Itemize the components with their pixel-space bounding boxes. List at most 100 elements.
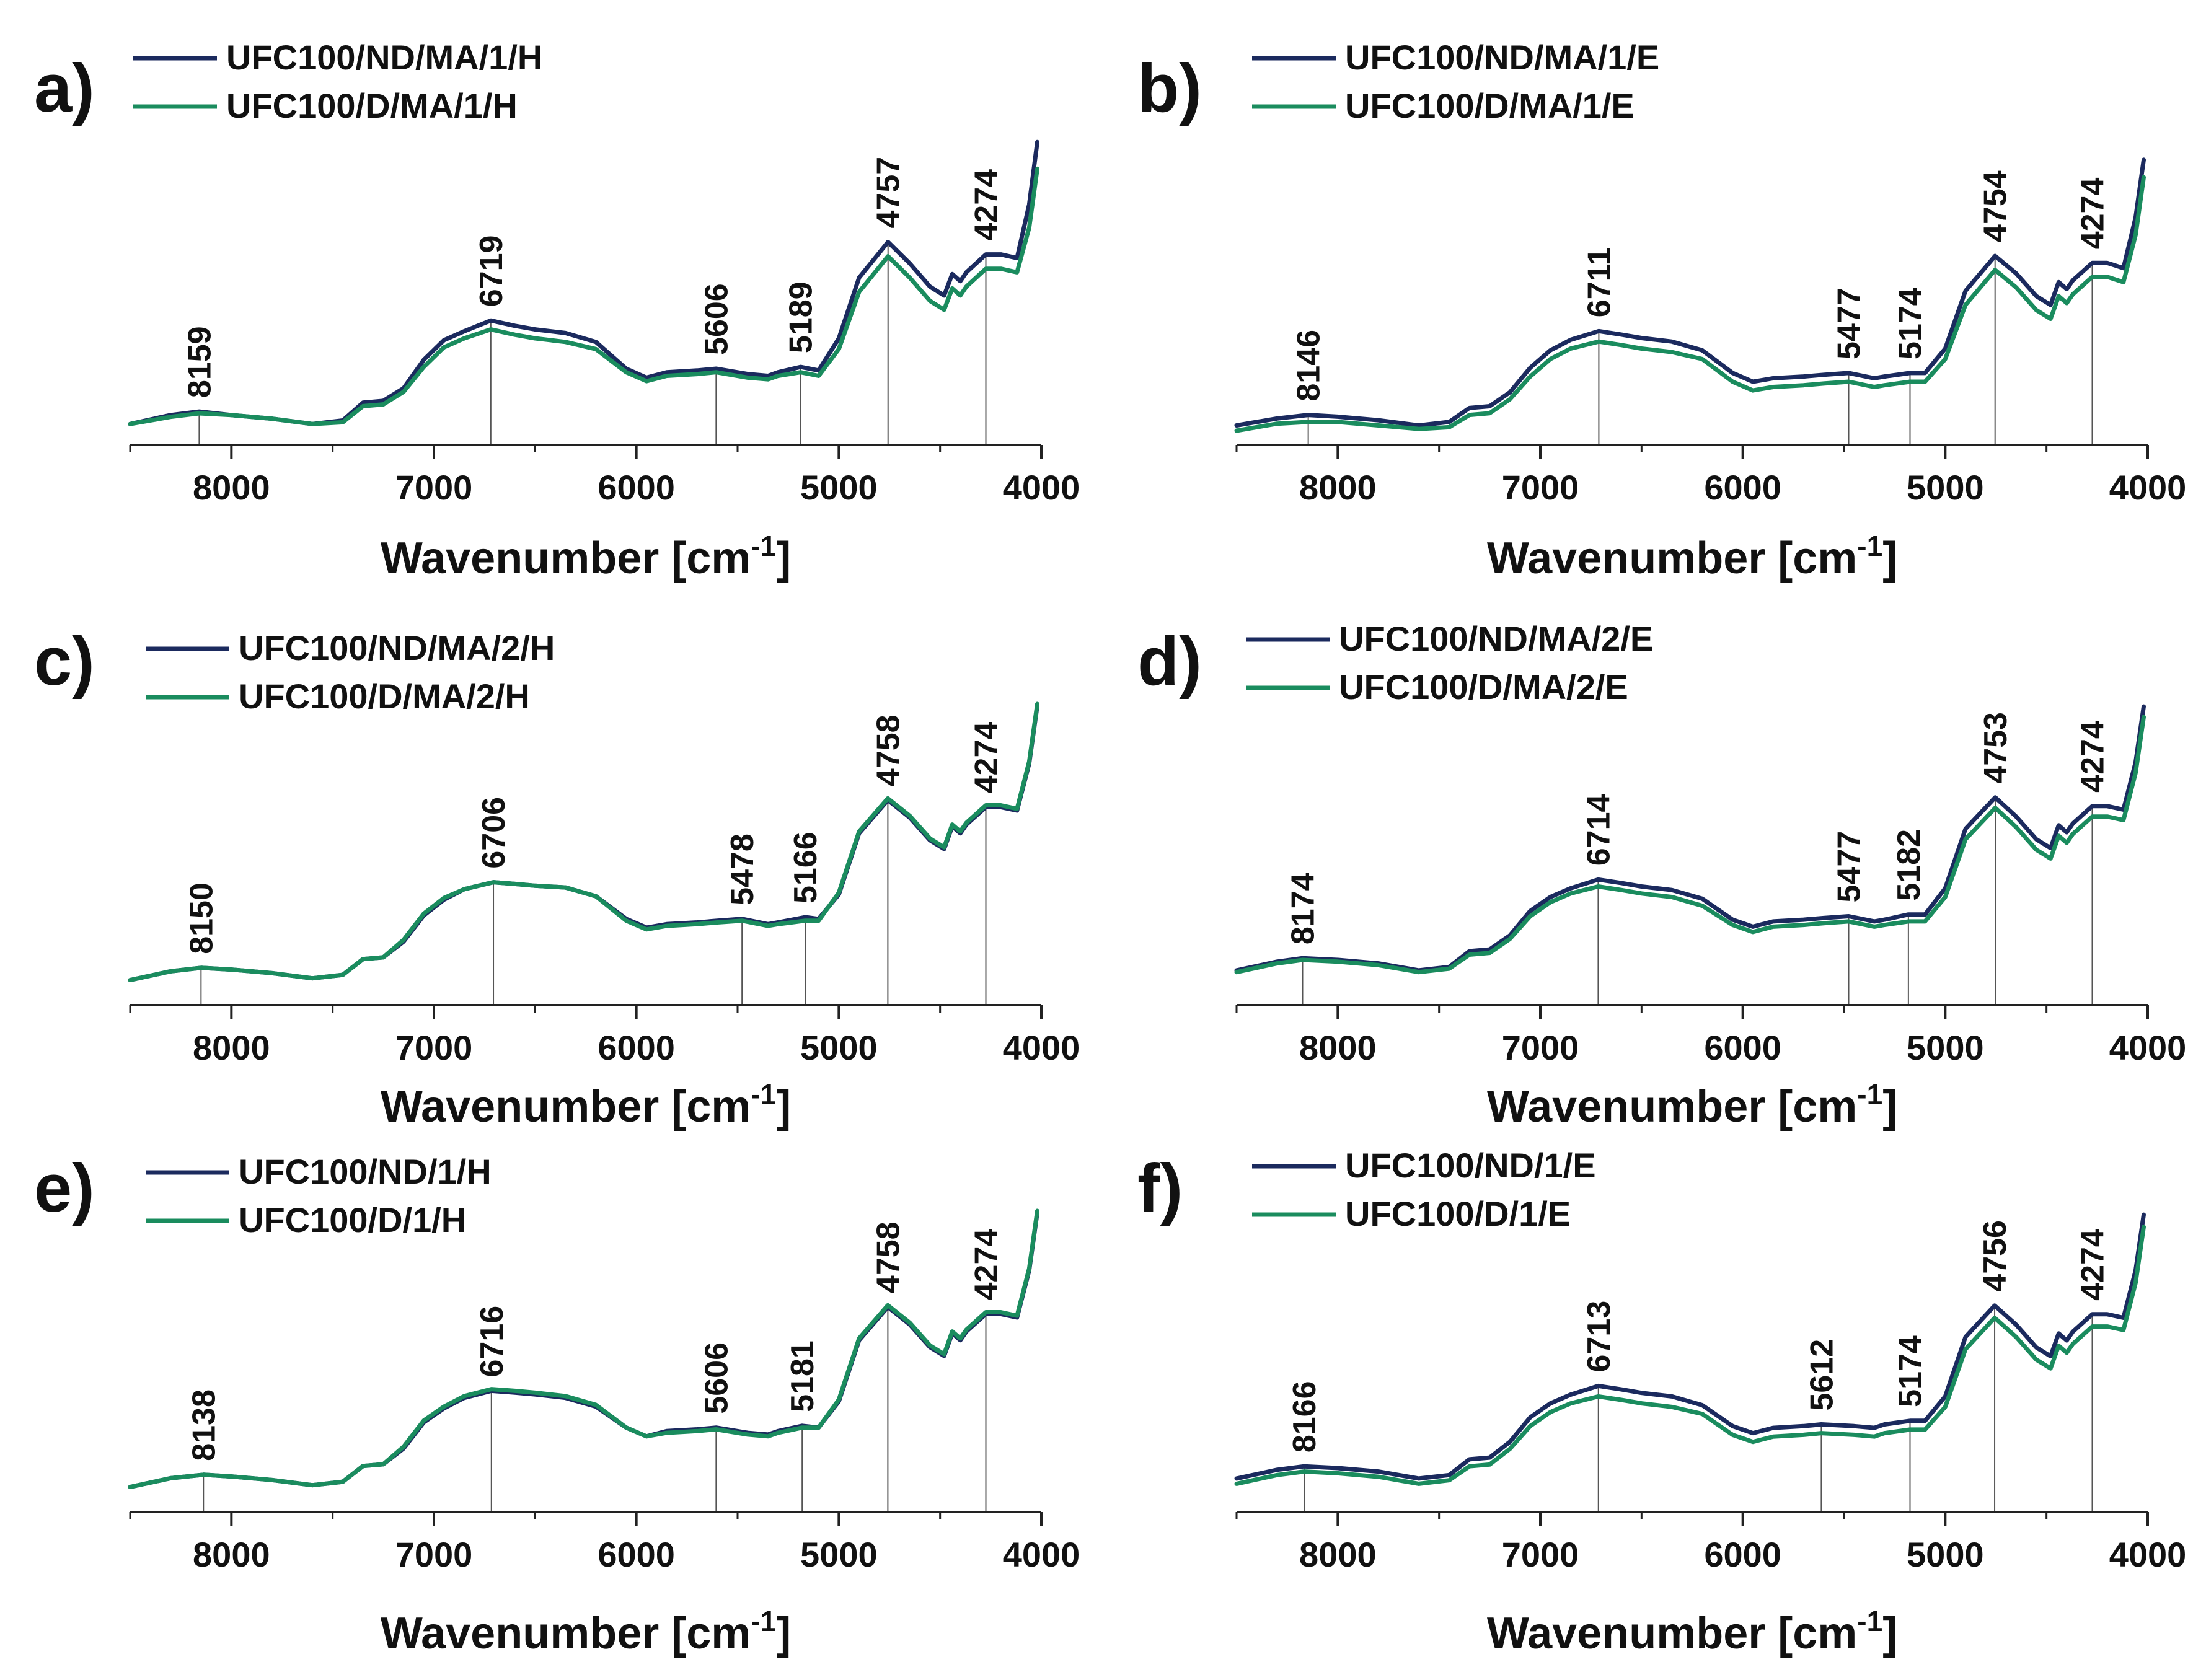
x-axis-title: Wavenumber [cm-1]: [1487, 1605, 1897, 1658]
x-tick-label: 5000: [800, 468, 878, 507]
legend-label: UFC100/D/MA/1/E: [1345, 86, 1635, 125]
peak-label: 5174: [1892, 1335, 1928, 1407]
legend-label: UFC100/ND/MA/2/H: [239, 628, 555, 667]
series-line: [1234, 715, 2146, 975]
panel-letter: d): [1137, 623, 1202, 700]
x-tick-label: 6000: [1704, 1535, 1781, 1574]
x-tick-label: 5000: [1907, 1028, 1984, 1067]
legend-label: UFC100/ND/MA/2/E: [1339, 619, 1653, 658]
x-axis-title: Wavenumber [cm-1]: [1487, 1078, 1897, 1132]
legend-label: UFC100/ND/MA/1/E: [1345, 38, 1659, 77]
x-tick-label: 8000: [193, 1028, 270, 1067]
peak-label: 5612: [1804, 1339, 1840, 1411]
peak-label: 4274: [2075, 1229, 2111, 1301]
x-tick-label: 8000: [193, 468, 270, 507]
x-tick-label: 7000: [395, 1028, 473, 1067]
peak-label: 4274: [968, 169, 1004, 241]
series-line: [128, 701, 1039, 982]
x-tick-label: 4000: [2109, 1535, 2187, 1574]
series-line: [1234, 704, 2146, 973]
x-tick-label: 7000: [395, 1535, 473, 1574]
legend-label: UFC100/ND/1/H: [239, 1152, 492, 1191]
peak-label: 6716: [474, 1306, 510, 1378]
peak-label: 6711: [1581, 247, 1617, 317]
peak-label: 4756: [1977, 1220, 2013, 1292]
peak-label: 8150: [183, 882, 219, 954]
peak-label: 5182: [1891, 829, 1927, 901]
x-tick-label: 6000: [598, 1535, 675, 1574]
chart-panel-c: c) UFC100/ND/MA/2/H UFC100/D/MA/2/H 8150 670…: [34, 623, 1080, 1132]
x-tick-label: 7000: [1502, 1535, 1579, 1574]
x-tick-label: 4000: [1003, 468, 1080, 507]
chart-panel-a: a) UFC100/ND/MA/1/H UFC100/D/MA/1/H 8159 671…: [34, 38, 1080, 583]
series-line: [1234, 1225, 2146, 1486]
peak-label: 6719: [474, 235, 510, 307]
chart-panel-b: b) UFC100/ND/MA/1/E UFC100/D/MA/1/E 8146 671…: [1137, 38, 2186, 583]
series-line: [1234, 157, 2146, 428]
x-tick-label: 8000: [193, 1535, 270, 1574]
series-line: [1234, 1212, 2146, 1481]
x-tick-label: 8000: [1299, 1535, 1377, 1574]
peak-label: 4758: [870, 715, 906, 786]
chart-panel-e: e) UFC100/ND/1/H UFC100/D/1/H 8138 6716 5606 5…: [34, 1150, 1080, 1658]
x-axis-title: Wavenumber [cm-1]: [381, 1605, 791, 1658]
peak-label: 5477: [1832, 831, 1868, 903]
series-line: [128, 1208, 1039, 1489]
legend-label: UFC100/D/1/H: [239, 1200, 466, 1239]
peak-label: 4757: [871, 157, 907, 229]
peak-label: 5478: [725, 833, 761, 905]
x-tick-label: 5000: [1907, 1535, 1984, 1574]
legend-label: UFC100/D/MA/2/H: [239, 677, 530, 716]
series-line: [128, 166, 1039, 426]
x-tick-label: 6000: [1704, 468, 1781, 507]
x-tick-label: 7000: [395, 468, 473, 507]
x-tick-label: 4000: [2109, 1028, 2187, 1067]
x-axis-title: Wavenumber [cm-1]: [381, 1078, 791, 1132]
peak-label: 5477: [1832, 288, 1868, 359]
chart-panel-f: f) UFC100/ND/1/E UFC100/D/1/E 8166 6713 5612 5…: [1137, 1146, 2186, 1658]
x-tick-label: 8000: [1299, 468, 1377, 507]
x-axis-title: Wavenumber [cm-1]: [381, 530, 791, 583]
peak-label: 4754: [1978, 170, 2014, 242]
series-line: [128, 139, 1039, 426]
panel-letter: a): [34, 50, 95, 126]
peak-label: 8146: [1291, 330, 1327, 402]
peak-label: 6706: [476, 797, 512, 869]
peak-label: 6714: [1581, 794, 1617, 866]
legend-label: UFC100/D/MA/2/E: [1339, 667, 1628, 706]
x-axis-title: Wavenumber [cm-1]: [1487, 530, 1897, 583]
peak-label: 4274: [968, 1229, 1004, 1301]
legend-label: UFC100/ND/MA/1/H: [226, 38, 542, 77]
x-tick-label: 5000: [1907, 468, 1984, 507]
series-line: [1234, 175, 2146, 433]
peak-label: 8159: [182, 326, 218, 398]
peak-label: 4274: [968, 722, 1004, 794]
x-tick-label: 7000: [1502, 1028, 1579, 1067]
peak-label: 8138: [186, 1389, 222, 1461]
peak-label: 4274: [2075, 721, 2111, 793]
peak-label: 4274: [2075, 178, 2111, 250]
panel-letter: e): [34, 1150, 95, 1226]
x-tick-label: 7000: [1502, 468, 1579, 507]
x-tick-label: 6000: [598, 1028, 675, 1067]
x-tick-label: 8000: [1299, 1028, 1377, 1067]
peak-label: 4758: [870, 1221, 906, 1293]
chart-panel-d: d) UFC100/ND/MA/2/E UFC100/D/MA/2/E 8174 671…: [1137, 619, 2186, 1132]
peak-label: 6713: [1581, 1301, 1617, 1373]
peak-label: 5166: [788, 832, 824, 904]
legend-label: UFC100/D/1/E: [1345, 1194, 1571, 1233]
x-tick-label: 4000: [1003, 1028, 1080, 1067]
panel-letter: f): [1137, 1150, 1183, 1226]
x-tick-label: 6000: [598, 468, 675, 507]
peak-label: 5606: [699, 283, 735, 355]
legend-label: UFC100/D/MA/1/H: [226, 86, 518, 125]
x-tick-label: 6000: [1704, 1028, 1781, 1067]
peak-label: 4753: [1978, 712, 2014, 784]
x-tick-label: 5000: [800, 1028, 878, 1067]
peak-label: 5174: [1892, 288, 1928, 359]
panel-letter: c): [34, 623, 95, 700]
x-tick-label: 4000: [2109, 468, 2187, 507]
peak-label: 8166: [1287, 1381, 1323, 1453]
x-tick-label: 4000: [1003, 1535, 1080, 1574]
